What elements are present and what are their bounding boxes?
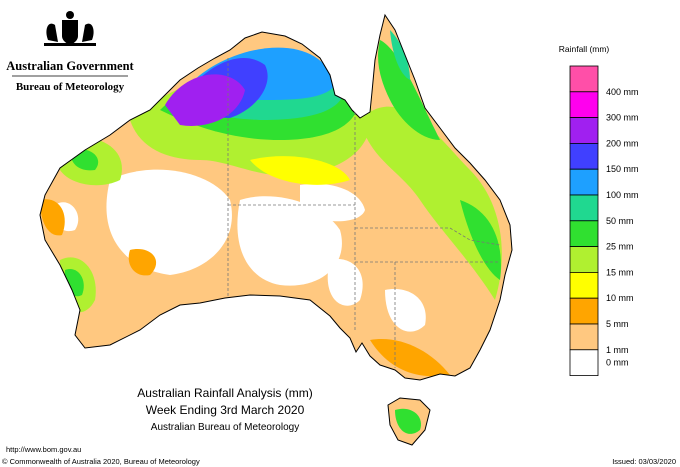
legend-swatch bbox=[569, 91, 599, 119]
government-name: Australian Government bbox=[6, 59, 134, 73]
legend-swatch bbox=[569, 271, 599, 299]
legend: 400 mm 300 mm 200 mm 150 mm 100 mm 50 mm 25 mm… bbox=[569, 65, 639, 376]
legend-swatch bbox=[569, 297, 599, 325]
agency-name: Bureau of Meteorology bbox=[16, 81, 125, 93]
legend-swatch bbox=[569, 117, 599, 144]
map-source: Australian Bureau of Meteorology bbox=[151, 422, 299, 433]
legend-label: 25 mm bbox=[606, 242, 634, 252]
legend-swatch bbox=[569, 220, 599, 248]
legend-label: 200 mm bbox=[606, 138, 639, 148]
footer-issued: Issued: 03/03/2020 bbox=[612, 457, 676, 466]
legend-swatch bbox=[569, 168, 599, 196]
legend-label: 300 mm bbox=[606, 113, 639, 123]
legend-label: 150 mm bbox=[606, 164, 639, 174]
legend-label: 400 mm bbox=[606, 87, 639, 97]
map-title: Australian Rainfall Analysis (mm) bbox=[137, 386, 312, 400]
legend-swatch bbox=[569, 142, 599, 170]
coat-of-arms bbox=[44, 11, 96, 46]
legend-label: 100 mm bbox=[606, 190, 639, 200]
legend-label: 5 mm bbox=[606, 319, 629, 329]
legend-title: Rainfall (mm) bbox=[559, 44, 610, 54]
legend-swatch bbox=[569, 349, 599, 376]
tasmania-outline bbox=[387, 397, 431, 446]
legend-label: 0 mm bbox=[606, 358, 629, 368]
state-borders bbox=[227, 58, 501, 368]
footer-url: http://www.bom.gov.au bbox=[6, 445, 81, 454]
legend-label: 15 mm bbox=[606, 267, 634, 277]
legend-swatch bbox=[569, 323, 599, 351]
legend-label: 10 mm bbox=[606, 293, 634, 303]
map-subtitle: Week Ending 3rd March 2020 bbox=[146, 403, 305, 417]
legend-label: 50 mm bbox=[606, 216, 634, 226]
legend-label: 1 mm bbox=[606, 345, 629, 355]
footer-copyright: © Commonwealth of Australia 2020, Bureau… bbox=[2, 457, 200, 466]
legend-swatch bbox=[569, 65, 599, 93]
legend-swatch bbox=[569, 194, 599, 222]
legend-swatch bbox=[569, 246, 599, 273]
